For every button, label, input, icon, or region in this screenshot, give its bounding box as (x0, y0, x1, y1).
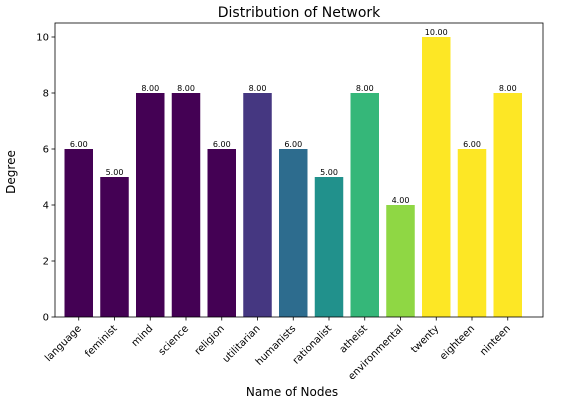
x-tick-label-mind: mind (130, 323, 156, 349)
x-axis-label: Name of Nodes (246, 385, 338, 399)
bar-utilitarian (243, 93, 272, 317)
y-tick-label-0: 0 (43, 313, 49, 324)
bar-twenty (422, 37, 451, 317)
bar-language (64, 149, 93, 317)
x-tick-label-feminist: feminist (83, 323, 119, 359)
data-label-rationalist: 5.00 (320, 168, 338, 177)
bars-group (64, 37, 522, 317)
data-label-feminist: 5.00 (106, 168, 124, 177)
y-axis: 0 2 4 6 8 10 (36, 33, 55, 324)
data-label-mind: 8.00 (141, 84, 159, 93)
x-axis: language feminist mind science religionutili… (43, 317, 513, 382)
x-tick-label-twenty: twenty (409, 323, 441, 355)
data-labels-group: 6.00 5.00 8.00 8.00 6.00 8.00 6.00 5.00 8.00 4.00… (70, 28, 517, 205)
bar-eighteen (457, 149, 487, 317)
bar-religion (207, 149, 236, 317)
data-label-religion: 6.00 (213, 140, 231, 149)
bar-ninteen (493, 93, 522, 317)
x-tick-label-eighteen: eighteen (438, 323, 477, 362)
y-tick-label-6: 6 (43, 145, 49, 156)
chart-title: Distribution of Network (218, 5, 381, 21)
data-label-humanists: 6.00 (284, 140, 302, 149)
y-tick-label-4: 4 (43, 201, 49, 212)
data-label-science: 8.00 (177, 84, 195, 93)
bar-feminist (100, 177, 129, 317)
bar-humanists (279, 149, 308, 317)
x-tick-label-science: science (157, 323, 191, 357)
y-tick-label-8: 8 (43, 89, 49, 100)
bar-mind (136, 93, 165, 317)
data-label-eighteen: 6.00 (463, 140, 481, 149)
data-label-twenty: 10.00 (425, 28, 448, 37)
data-label-language: 6.00 (70, 140, 88, 149)
x-tick-label-atheist: atheist (338, 323, 370, 355)
data-label-ninteen: 8.00 (499, 84, 517, 93)
plot-frame (54, 22, 544, 318)
y-tick-label-10: 10 (36, 33, 49, 44)
x-tick-label-rationalist: rationalist (291, 323, 334, 366)
x-tick-label-ninteen: ninteen (478, 323, 513, 358)
y-axis-label: Degree (4, 150, 18, 194)
x-tick-label-language: language (43, 323, 84, 364)
bar-atheist (350, 93, 379, 317)
bar-science (171, 93, 201, 317)
bar-environmental (386, 205, 415, 317)
x-tick-label-religion: religion (193, 323, 227, 357)
data-label-utilitarian: 8.00 (249, 84, 267, 93)
bar-rationalist (314, 177, 344, 317)
data-label-atheist: 8.00 (356, 84, 374, 93)
data-label-environmental: 4.00 (392, 196, 410, 205)
y-tick-label-2: 2 (43, 257, 49, 268)
